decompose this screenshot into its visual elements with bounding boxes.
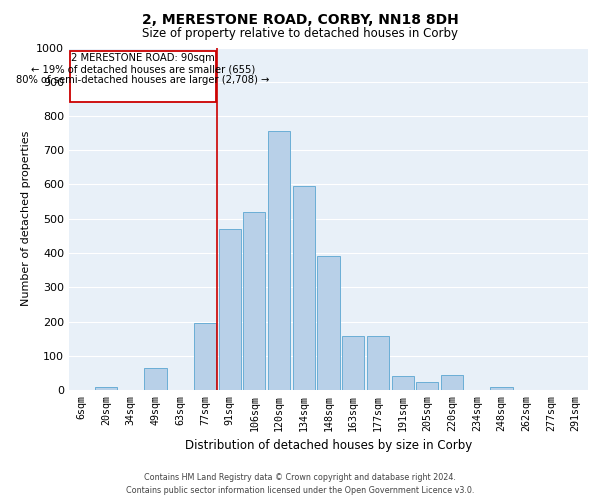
- Text: 2, MERESTONE ROAD, CORBY, NN18 8DH: 2, MERESTONE ROAD, CORBY, NN18 8DH: [142, 12, 458, 26]
- Bar: [490, 388, 512, 390]
- FancyBboxPatch shape: [70, 51, 216, 102]
- Text: ← 19% of detached houses are smaller (655): ← 19% of detached houses are smaller (65…: [31, 65, 255, 75]
- Text: Contains HM Land Registry data © Crown copyright and database right 2024.
Contai: Contains HM Land Registry data © Crown c…: [126, 474, 474, 495]
- Bar: [293, 186, 315, 390]
- Bar: [416, 382, 439, 390]
- Text: Size of property relative to detached houses in Corby: Size of property relative to detached ho…: [142, 28, 458, 40]
- Y-axis label: Number of detached properties: Number of detached properties: [20, 131, 31, 306]
- Bar: [441, 374, 463, 390]
- Bar: [392, 376, 414, 390]
- Text: 2 MERESTONE ROAD: 90sqm: 2 MERESTONE ROAD: 90sqm: [71, 54, 215, 64]
- Bar: [218, 229, 241, 390]
- Bar: [95, 386, 117, 390]
- Bar: [243, 212, 265, 390]
- Bar: [367, 336, 389, 390]
- Text: 80% of semi-detached houses are larger (2,708) →: 80% of semi-detached houses are larger (…: [16, 75, 270, 85]
- Bar: [145, 368, 167, 390]
- Bar: [268, 132, 290, 390]
- X-axis label: Distribution of detached houses by size in Corby: Distribution of detached houses by size …: [185, 439, 472, 452]
- Bar: [194, 323, 216, 390]
- Bar: [317, 256, 340, 390]
- Bar: [342, 336, 364, 390]
